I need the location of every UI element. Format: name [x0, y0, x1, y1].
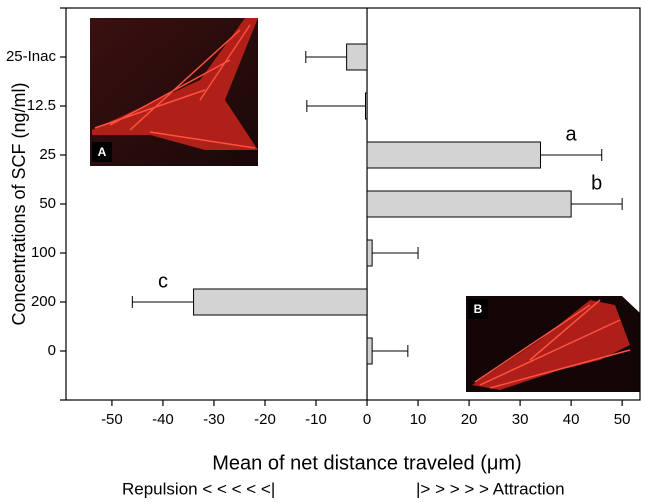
x-tick-label: 30 — [512, 411, 529, 428]
inset-b: B — [466, 296, 640, 392]
x-tick-label: -40 — [152, 411, 174, 428]
x-tick-label: 50 — [614, 411, 631, 428]
significance-letter: a — [566, 123, 578, 145]
x-tick-label: 40 — [563, 411, 580, 428]
direction-label: |> > > > > Attraction — [416, 479, 565, 498]
y-tick-label: 25 — [39, 146, 56, 163]
inset-label: A — [98, 145, 107, 159]
x-tick-label: 20 — [461, 411, 478, 428]
bar — [366, 239, 373, 267]
bar — [366, 337, 373, 365]
significance-letter: b — [591, 172, 602, 194]
x-tick-label: -50 — [101, 411, 123, 428]
y-tick-label: 25-Inac — [6, 48, 57, 65]
y-tick-label: 100 — [31, 244, 56, 261]
direction-label: Repulsion < < < < <| — [122, 479, 275, 498]
x-axis-title: Mean of net distance traveled (μm) — [212, 452, 521, 474]
significance-letter: c — [158, 270, 168, 292]
inset-label: B — [474, 302, 483, 316]
x-tick-label: -20 — [254, 411, 276, 428]
bar — [365, 92, 368, 120]
bar — [366, 141, 542, 169]
y-tick-label: 50 — [39, 195, 56, 212]
bar — [346, 43, 368, 71]
y-tick-label: 200 — [31, 293, 56, 310]
bar — [366, 190, 572, 218]
y-tick-label: 12.5 — [27, 97, 56, 114]
x-tick-label: -10 — [305, 411, 327, 428]
bar — [193, 288, 368, 316]
x-tick-label: -30 — [203, 411, 225, 428]
inset-a: A — [90, 18, 258, 166]
x-tick-label: 10 — [410, 411, 427, 428]
x-tick-label: 0 — [363, 411, 371, 428]
y-tick-label: 0 — [48, 342, 56, 359]
y-axis-title: Concentrations of SCF (ng/ml) — [9, 82, 29, 325]
